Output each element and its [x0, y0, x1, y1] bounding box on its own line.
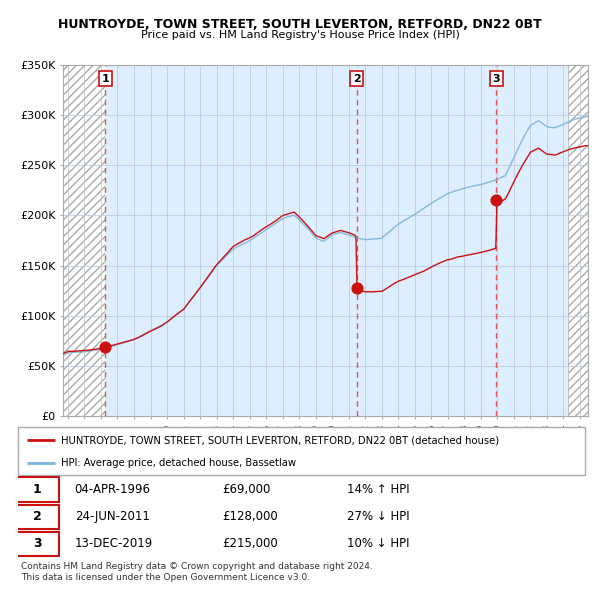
Text: 2: 2	[353, 74, 361, 84]
Bar	[356, 65, 496, 416]
FancyBboxPatch shape	[18, 427, 585, 475]
Text: Contains HM Land Registry data © Crown copyright and database right 2024.
This d: Contains HM Land Registry data © Crown c…	[21, 562, 373, 582]
Text: 24-JUN-2011: 24-JUN-2011	[75, 510, 149, 523]
Point	[352, 283, 361, 292]
FancyBboxPatch shape	[15, 477, 59, 502]
Text: Price paid vs. HM Land Registry's House Price Index (HPI): Price paid vs. HM Land Registry's House …	[140, 30, 460, 40]
Text: 3: 3	[33, 537, 41, 550]
Text: £215,000: £215,000	[222, 537, 278, 550]
Point	[491, 196, 501, 205]
Text: £69,000: £69,000	[222, 483, 271, 496]
Text: 3: 3	[493, 74, 500, 84]
Text: £128,000: £128,000	[222, 510, 278, 523]
Bar	[106, 65, 356, 416]
Text: 14% ↑ HPI: 14% ↑ HPI	[347, 483, 409, 496]
Point	[101, 342, 110, 352]
Text: 1: 1	[33, 483, 41, 496]
Text: HUNTROYDE, TOWN STREET, SOUTH LEVERTON, RETFORD, DN22 0BT (detached house): HUNTROYDE, TOWN STREET, SOUTH LEVERTON, …	[61, 435, 499, 445]
Text: 13-DEC-2019: 13-DEC-2019	[75, 537, 153, 550]
Bar	[496, 65, 568, 416]
Text: 1: 1	[101, 74, 109, 84]
Bar	[568, 65, 588, 416]
Text: HUNTROYDE, TOWN STREET, SOUTH LEVERTON, RETFORD, DN22 0BT: HUNTROYDE, TOWN STREET, SOUTH LEVERTON, …	[58, 18, 542, 31]
Text: 2: 2	[33, 510, 41, 523]
Text: 27% ↓ HPI: 27% ↓ HPI	[347, 510, 409, 523]
Text: HPI: Average price, detached house, Bassetlaw: HPI: Average price, detached house, Bass…	[61, 458, 296, 468]
Text: 04-APR-1996: 04-APR-1996	[75, 483, 151, 496]
FancyBboxPatch shape	[15, 504, 59, 529]
FancyBboxPatch shape	[15, 532, 59, 556]
Text: 10% ↓ HPI: 10% ↓ HPI	[347, 537, 409, 550]
Bar	[63, 65, 106, 416]
